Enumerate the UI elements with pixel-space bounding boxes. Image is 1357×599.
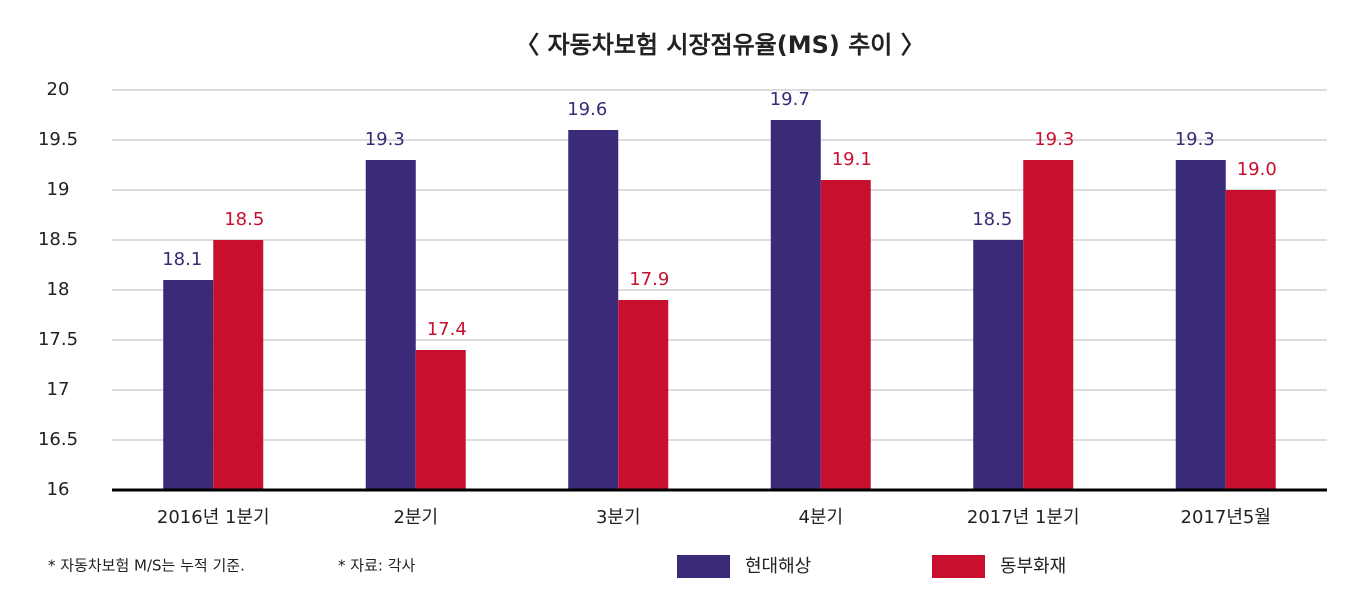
value-label: 19.3 (365, 129, 405, 150)
bar (973, 240, 1024, 490)
value-label: 17.4 (427, 319, 467, 340)
y-tick-label: 19 (47, 179, 70, 200)
value-label: 19.3 (1175, 129, 1215, 150)
y-tick-label: 16 (47, 479, 70, 500)
x-tick-label: 2분기 (393, 507, 438, 528)
chart-title: 〈 자동차보험 시장점유율(MS) 추이 〉 (515, 31, 925, 59)
bar (1023, 160, 1074, 490)
value-label: 17.9 (629, 269, 669, 290)
value-label: 19.7 (770, 89, 810, 110)
bar (213, 240, 264, 490)
value-label: 19.3 (1034, 129, 1074, 150)
value-label: 19.1 (832, 149, 872, 170)
y-tick-label: 17 (47, 379, 70, 400)
legend-swatch (932, 555, 985, 578)
x-tick-label: 2016년 1분기 (157, 507, 270, 528)
x-tick-label: 2017년5월 (1181, 507, 1271, 528)
bar (365, 160, 416, 490)
bar (568, 130, 619, 490)
legend-swatch (677, 555, 730, 578)
y-tick-label: 20 (47, 79, 70, 100)
x-tick-label: 3분기 (596, 507, 641, 528)
legend-label: 동부화재 (1000, 556, 1066, 577)
y-tick-label: 19.5 (38, 129, 78, 150)
value-label: 19.0 (1237, 159, 1277, 180)
bar (618, 300, 669, 490)
bar (770, 120, 821, 490)
value-label: 19.6 (567, 99, 607, 120)
y-tick-label: 16.5 (38, 429, 78, 450)
legend-label: 현대해상 (745, 556, 811, 577)
footnote: * 자동차보험 M/S는 누적 기준. (48, 557, 245, 575)
bar (1225, 190, 1276, 490)
x-tick-label: 2017년 1분기 (967, 507, 1080, 528)
bar (820, 180, 871, 490)
y-tick-label: 18 (47, 279, 70, 300)
footnote: * 자료: 각사 (338, 557, 415, 575)
x-tick-label: 4분기 (798, 507, 843, 528)
bar (163, 280, 214, 490)
bar (415, 350, 466, 490)
y-tick-label: 17.5 (38, 329, 78, 350)
value-label: 18.1 (162, 249, 202, 270)
value-label: 18.5 (972, 209, 1012, 230)
value-label: 18.5 (224, 209, 264, 230)
bar (1175, 160, 1226, 490)
y-tick-label: 18.5 (38, 229, 78, 250)
